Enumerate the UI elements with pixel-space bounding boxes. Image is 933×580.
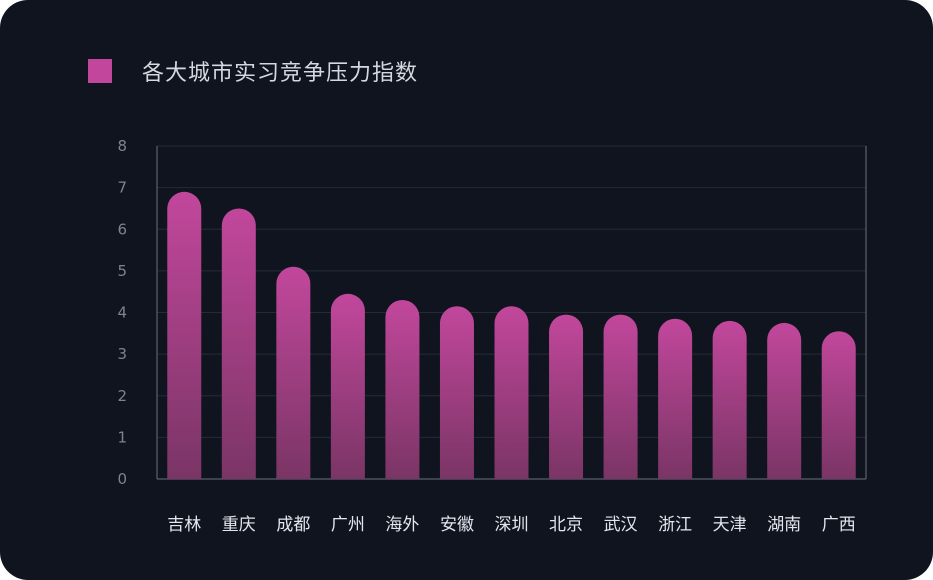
bar[interactable] [221, 208, 256, 479]
x-category-label: 安徽 [440, 515, 474, 535]
bar[interactable] [276, 266, 311, 479]
x-category-label: 武汉 [604, 515, 638, 535]
bar[interactable] [712, 320, 747, 479]
y-tick-label: 5 [117, 262, 127, 280]
bar[interactable] [330, 293, 365, 479]
x-category-labels: 吉林 重庆 成都 广州 海外 安徽 深圳 北京 武汉 浙江 天津 湖南 广西 [167, 515, 855, 535]
x-category-label: 重庆 [222, 515, 256, 535]
y-tick-labels: 0 1 2 3 4 5 6 7 8 [117, 137, 127, 488]
y-tick-label: 0 [117, 470, 127, 488]
x-category-label: 北京 [549, 515, 583, 535]
bar[interactable] [767, 322, 802, 479]
x-category-label: 广西 [822, 515, 856, 535]
bar[interactable] [603, 314, 638, 479]
y-tick-label: 1 [117, 428, 127, 446]
x-category-label: 广州 [331, 515, 365, 535]
y-tick-label: 7 [117, 179, 127, 197]
bar[interactable] [494, 306, 529, 479]
legend-swatch [88, 59, 112, 83]
y-tick-label: 3 [117, 345, 127, 363]
bar[interactable] [167, 191, 202, 479]
y-tick-label: 8 [117, 137, 127, 155]
bars [167, 191, 856, 479]
x-category-label: 海外 [385, 515, 419, 535]
bar[interactable] [439, 306, 474, 479]
x-category-label: 湖南 [767, 515, 801, 535]
x-category-label: 浙江 [658, 515, 692, 535]
y-tick-label: 4 [117, 304, 127, 322]
bar[interactable] [549, 314, 584, 479]
bar[interactable] [658, 318, 693, 479]
y-tick-label: 6 [117, 220, 127, 238]
legend-label: 各大城市实习竞争压力指数 [142, 61, 419, 86]
x-category-label: 深圳 [495, 515, 529, 535]
x-category-label: 成都 [276, 515, 310, 535]
bar[interactable] [821, 331, 856, 479]
legend[interactable]: 各大城市实习竞争压力指数 [88, 58, 419, 86]
x-category-label: 吉林 [167, 515, 201, 535]
y-tick-label: 2 [117, 387, 127, 405]
bar[interactable] [385, 300, 420, 479]
x-category-label: 天津 [713, 515, 747, 535]
